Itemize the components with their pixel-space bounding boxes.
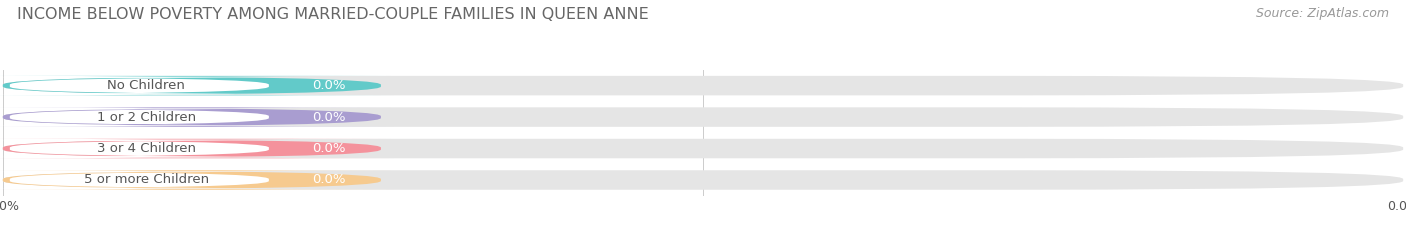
FancyBboxPatch shape <box>0 109 342 126</box>
FancyBboxPatch shape <box>0 140 342 157</box>
FancyBboxPatch shape <box>3 170 1403 190</box>
Text: Source: ZipAtlas.com: Source: ZipAtlas.com <box>1256 7 1389 20</box>
Text: 1 or 2 Children: 1 or 2 Children <box>97 111 195 123</box>
Text: INCOME BELOW POVERTY AMONG MARRIED-COUPLE FAMILIES IN QUEEN ANNE: INCOME BELOW POVERTY AMONG MARRIED-COUPL… <box>17 7 648 22</box>
FancyBboxPatch shape <box>0 76 394 95</box>
Text: 3 or 4 Children: 3 or 4 Children <box>97 142 195 155</box>
FancyBboxPatch shape <box>0 77 342 94</box>
Text: 0.0%: 0.0% <box>312 142 344 155</box>
FancyBboxPatch shape <box>3 139 1403 158</box>
Text: 0.0%: 0.0% <box>312 79 344 92</box>
Text: No Children: No Children <box>107 79 186 92</box>
Text: 5 or more Children: 5 or more Children <box>84 174 209 186</box>
Text: 0.0%: 0.0% <box>312 111 344 123</box>
FancyBboxPatch shape <box>0 107 394 127</box>
FancyBboxPatch shape <box>0 139 394 158</box>
FancyBboxPatch shape <box>0 171 342 188</box>
FancyBboxPatch shape <box>3 107 1403 127</box>
Text: 0.0%: 0.0% <box>312 174 344 186</box>
FancyBboxPatch shape <box>0 170 394 190</box>
FancyBboxPatch shape <box>3 76 1403 95</box>
